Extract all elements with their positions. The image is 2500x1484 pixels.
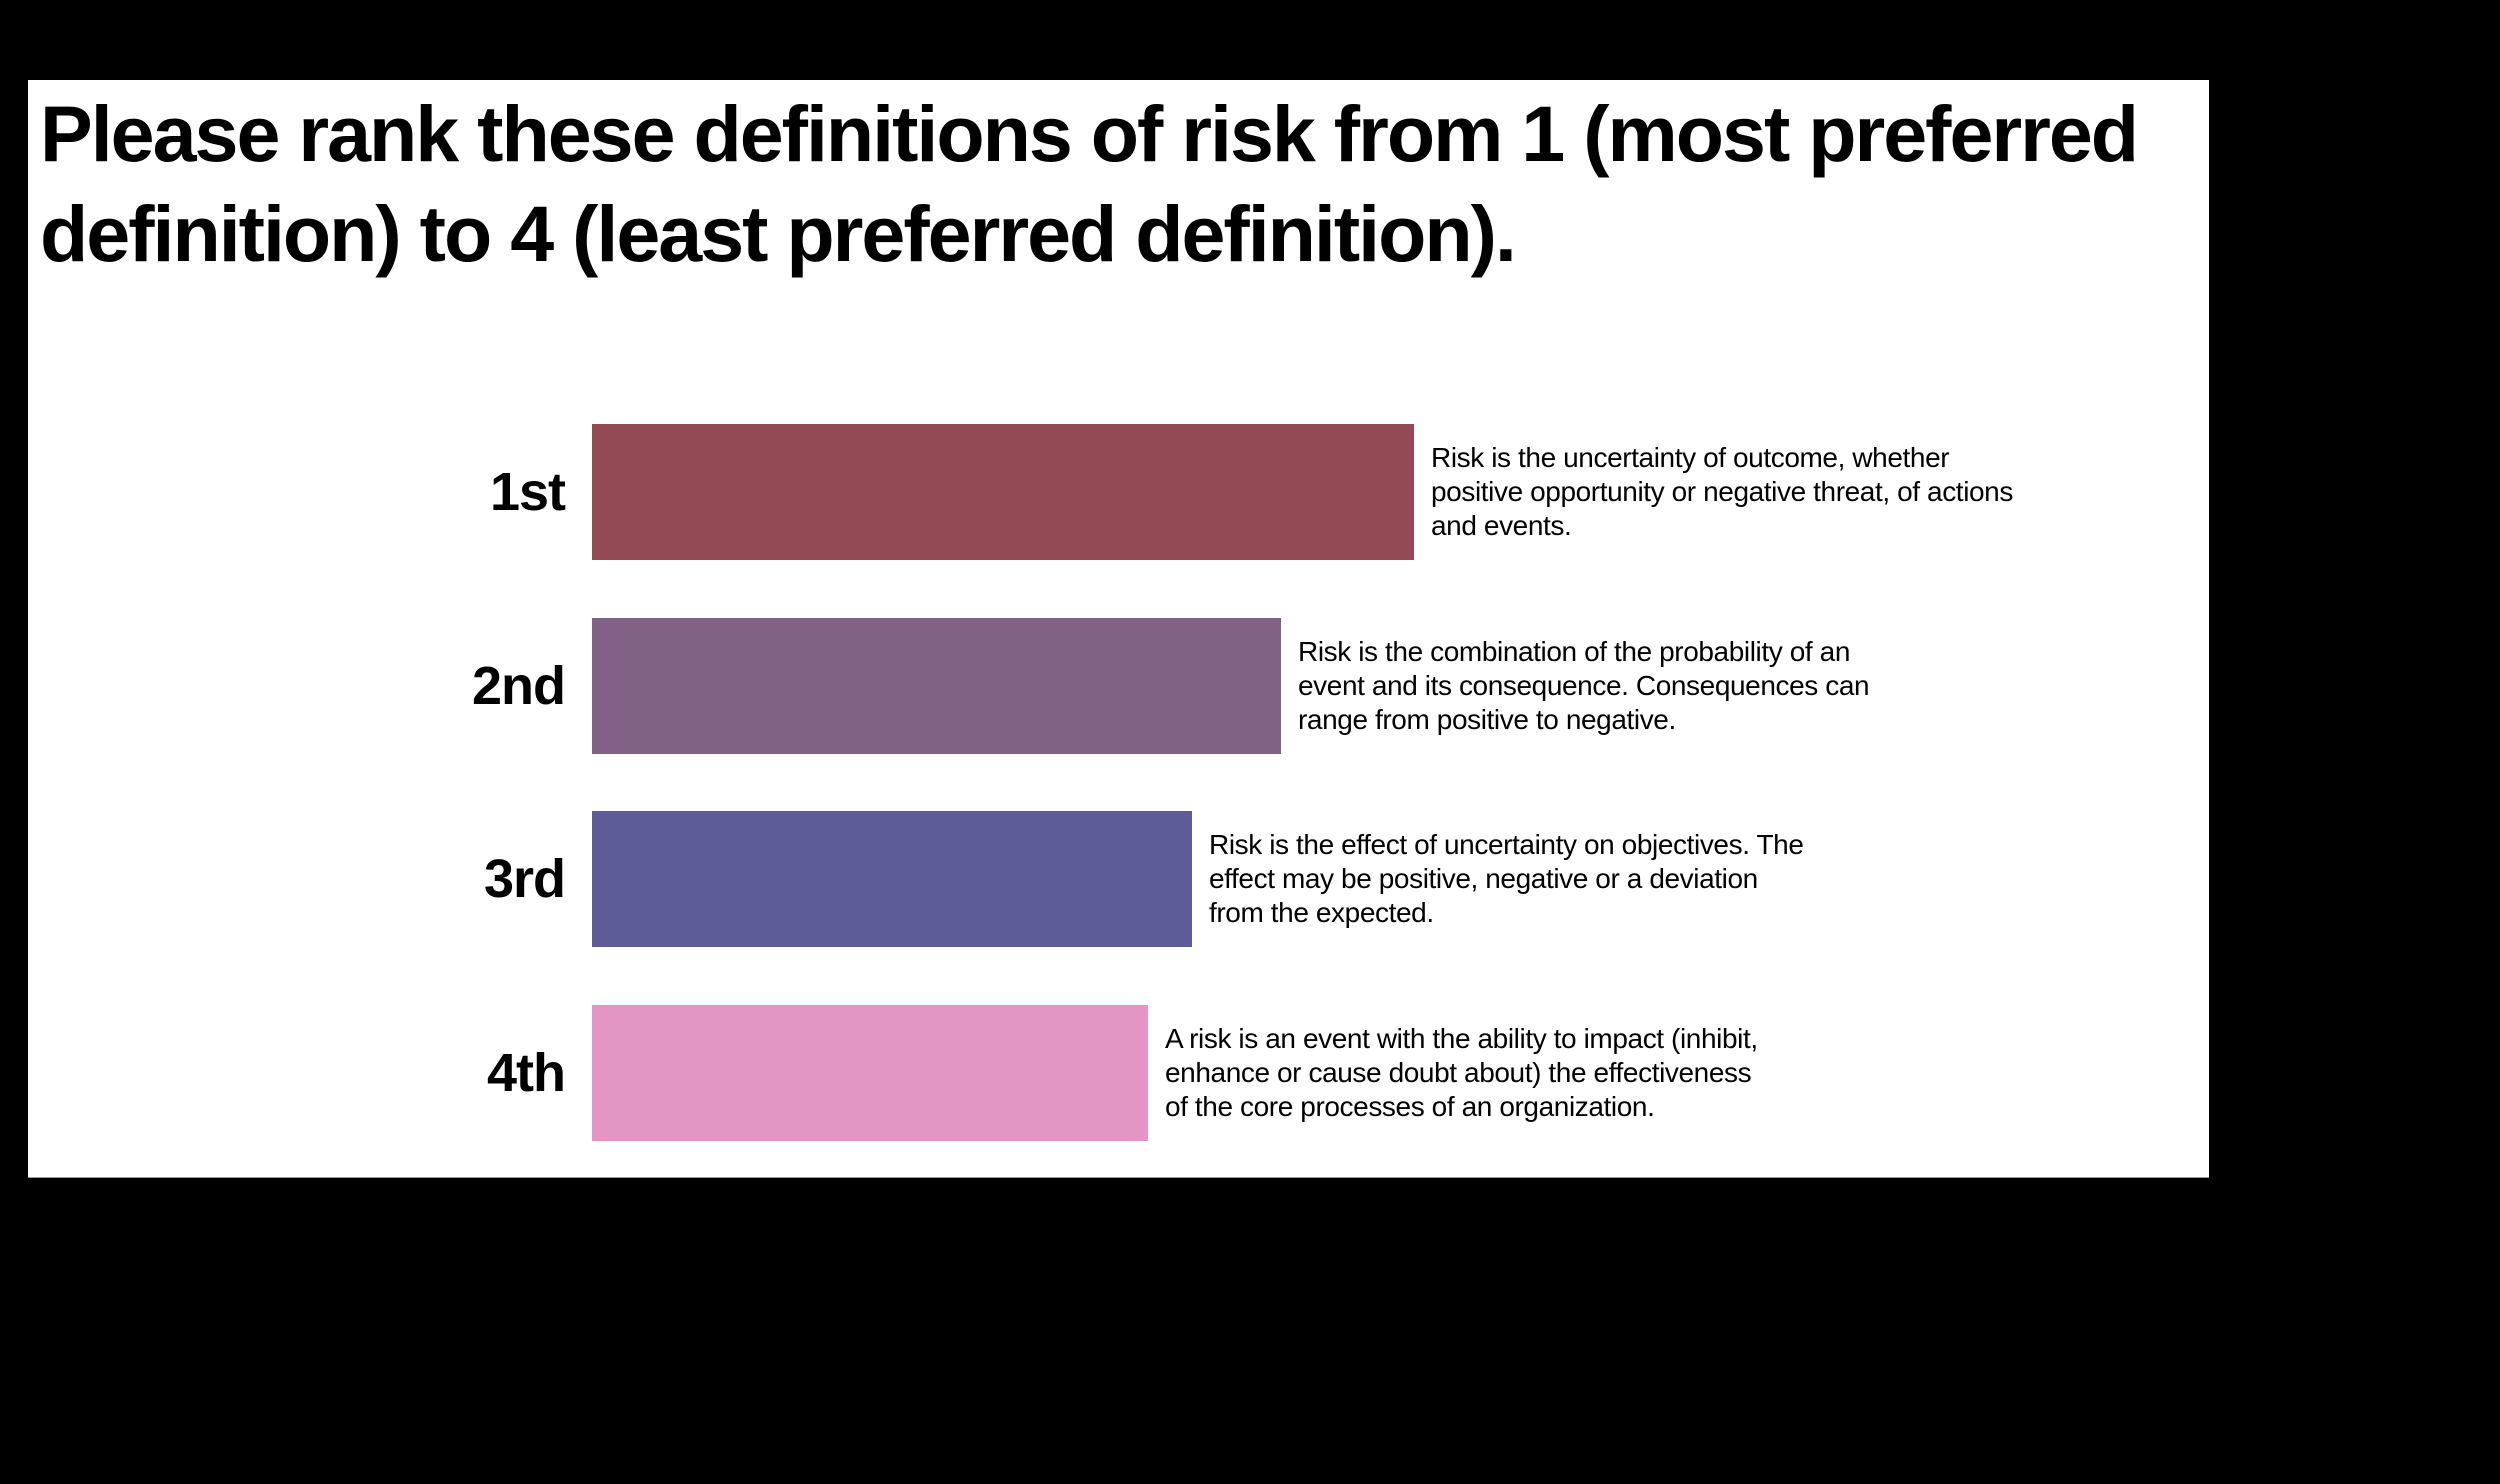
chart-row-2nd: 2nd Risk is the combination of the proba… bbox=[28, 618, 2209, 754]
bar-2nd bbox=[592, 618, 1281, 754]
title-line-2: definition) to 4 (least preferred defini… bbox=[40, 189, 1517, 278]
rank-label: 2nd bbox=[471, 656, 566, 716]
title-line-1: Please rank these definitions of risk fr… bbox=[40, 89, 2139, 178]
chart-row-4th: 4th A risk is an event with the ability … bbox=[28, 1005, 2209, 1141]
bar-4th bbox=[592, 1005, 1148, 1141]
definition-text: A risk is an event with the ability to i… bbox=[1165, 1023, 1758, 1122]
definition-text: Risk is the effect of uncertainty on obj… bbox=[1209, 829, 1804, 928]
bar-3rd bbox=[592, 811, 1192, 947]
page-title: Please rank these definitions of risk fr… bbox=[40, 84, 2200, 284]
rank-label: 4th bbox=[487, 1043, 566, 1103]
rank-label: 1st bbox=[489, 462, 566, 522]
definition-text: Risk is the combination of the probabili… bbox=[1298, 636, 1870, 735]
chart-row-1st: 1st Risk is the uncertainty of outcome, … bbox=[28, 424, 2209, 560]
slide-panel: Please rank these definitions of risk fr… bbox=[28, 80, 2209, 1178]
definition-text: Risk is the uncertainty of outcome, whet… bbox=[1431, 442, 2013, 541]
chart-row-3rd: 3rd Risk is the effect of uncertainty on… bbox=[28, 811, 2209, 947]
rank-label: 3rd bbox=[483, 849, 566, 909]
bar-1st bbox=[592, 424, 1414, 560]
